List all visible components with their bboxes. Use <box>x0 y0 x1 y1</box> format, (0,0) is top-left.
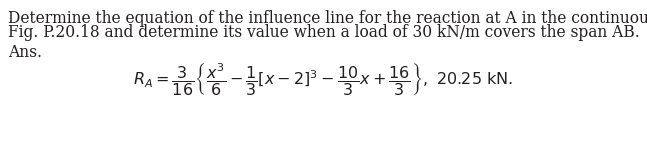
Text: $R_A = \dfrac{3}{16}\left\{\dfrac{x^3}{6} - \dfrac{1}{3}[x-2]^3 - \dfrac{10}{3}x: $R_A = \dfrac{3}{16}\left\{\dfrac{x^3}{6… <box>133 62 513 98</box>
Text: Fig. P.20.18 and determine its value when a load of 30 kN/m covers the span AB.: Fig. P.20.18 and determine its value whe… <box>8 24 640 41</box>
Text: Ans.: Ans. <box>8 44 42 61</box>
Text: Determine the equation of the influence line for the reaction at A in the contin: Determine the equation of the influence … <box>8 10 647 27</box>
